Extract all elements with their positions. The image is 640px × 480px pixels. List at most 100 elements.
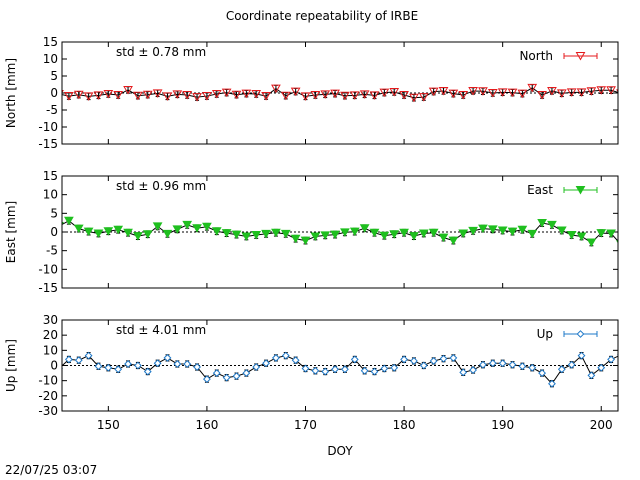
series-up bbox=[62, 351, 618, 388]
y-tick-label: -5 bbox=[46, 103, 58, 117]
data-point bbox=[242, 369, 251, 377]
data-point bbox=[152, 222, 163, 231]
data-point bbox=[537, 219, 547, 228]
y-tick-label: 15 bbox=[43, 169, 58, 183]
data-point bbox=[419, 361, 428, 370]
data-point bbox=[162, 92, 173, 101]
x-tick-label: 200 bbox=[590, 418, 613, 432]
y-tick-label: -30 bbox=[38, 404, 58, 418]
data-point bbox=[192, 93, 202, 102]
data-point bbox=[232, 372, 241, 381]
data-point bbox=[330, 230, 340, 240]
data-point bbox=[418, 93, 429, 102]
data-point bbox=[231, 230, 242, 240]
data-point bbox=[478, 87, 488, 96]
data-point bbox=[290, 234, 301, 244]
data-point bbox=[556, 226, 567, 236]
data-point bbox=[586, 238, 597, 247]
data-point bbox=[428, 87, 439, 97]
data-point bbox=[418, 229, 429, 239]
panel-frame bbox=[61, 175, 619, 289]
data-point bbox=[241, 89, 252, 99]
data-point bbox=[399, 91, 409, 100]
data-point bbox=[340, 91, 350, 101]
data-point bbox=[448, 89, 459, 99]
data-point bbox=[202, 92, 212, 101]
data-point bbox=[301, 364, 310, 373]
y-tick-label: -20 bbox=[38, 389, 58, 403]
data-point bbox=[142, 230, 153, 239]
y-tick-label: 0 bbox=[50, 86, 58, 100]
data-point bbox=[468, 226, 478, 236]
data-point bbox=[252, 363, 261, 371]
std-annotation: std ± 0.96 mm bbox=[116, 179, 206, 193]
panel-frame bbox=[61, 41, 619, 145]
chart-title: Coordinate repeatability of IRBE bbox=[226, 9, 418, 23]
x-tick-label: 150 bbox=[97, 418, 120, 432]
data-point bbox=[163, 354, 172, 362]
data-point bbox=[300, 236, 311, 246]
data-point bbox=[271, 228, 281, 238]
data-point bbox=[449, 354, 458, 362]
data-point bbox=[74, 356, 83, 365]
data-point bbox=[458, 91, 469, 100]
data-point bbox=[261, 92, 271, 101]
y-tick-label: 5 bbox=[50, 69, 58, 83]
panel-frame bbox=[61, 319, 619, 412]
data-point bbox=[341, 365, 349, 374]
data-point bbox=[331, 365, 339, 374]
data-point bbox=[73, 224, 84, 234]
data-point bbox=[340, 228, 350, 237]
data-point bbox=[241, 232, 252, 241]
std-annotation: std ± 0.78 mm bbox=[116, 45, 206, 59]
data-point bbox=[497, 226, 508, 236]
data-point bbox=[606, 229, 616, 239]
panel-north: 15 10 5 0 -5 -10 -15 North [mm] std ± 0.78 mm Nor… bbox=[4, 35, 619, 151]
data-point bbox=[321, 367, 330, 376]
data-point bbox=[172, 90, 183, 99]
data-point bbox=[152, 89, 163, 98]
data-point bbox=[389, 230, 400, 239]
data-point bbox=[567, 360, 576, 369]
std-annotation: std ± 4.01 mm bbox=[116, 323, 206, 337]
y-tick-label: -15 bbox=[38, 137, 58, 151]
data-point bbox=[280, 91, 291, 101]
data-point bbox=[360, 366, 369, 375]
data-point bbox=[103, 227, 114, 236]
data-point bbox=[310, 232, 321, 241]
data-point bbox=[64, 92, 74, 101]
data-point bbox=[84, 351, 93, 360]
data-point bbox=[133, 232, 143, 241]
data-point bbox=[330, 89, 340, 99]
series-line bbox=[62, 87, 618, 99]
data-point bbox=[597, 363, 606, 372]
data-point bbox=[281, 351, 290, 360]
data-point bbox=[617, 353, 618, 356]
data-point bbox=[73, 90, 84, 100]
panel-east: 15 10 5 0 -5 -10 -15 East [mm] std ± 0.96 mm East bbox=[4, 169, 619, 295]
series-line bbox=[62, 354, 618, 385]
data-point bbox=[488, 359, 497, 368]
data-point bbox=[607, 355, 616, 364]
y-tick-label: 20 bbox=[43, 328, 58, 342]
x-tick-label: 180 bbox=[393, 418, 416, 432]
data-point bbox=[428, 228, 439, 238]
data-point bbox=[183, 360, 192, 368]
y-tick-label: 5 bbox=[50, 206, 58, 220]
data-point bbox=[94, 362, 103, 371]
data-point bbox=[83, 227, 94, 237]
data-point bbox=[124, 360, 132, 368]
data-point bbox=[113, 225, 124, 235]
series-east bbox=[62, 216, 618, 247]
data-point bbox=[548, 379, 556, 388]
data-point bbox=[606, 86, 616, 95]
data-point bbox=[212, 369, 221, 377]
data-point bbox=[193, 363, 201, 371]
data-point bbox=[320, 90, 331, 99]
data-point bbox=[182, 220, 193, 230]
data-point bbox=[311, 366, 320, 375]
data-point bbox=[83, 92, 94, 101]
x-tick-label: 160 bbox=[195, 418, 218, 432]
series-line bbox=[62, 220, 618, 244]
